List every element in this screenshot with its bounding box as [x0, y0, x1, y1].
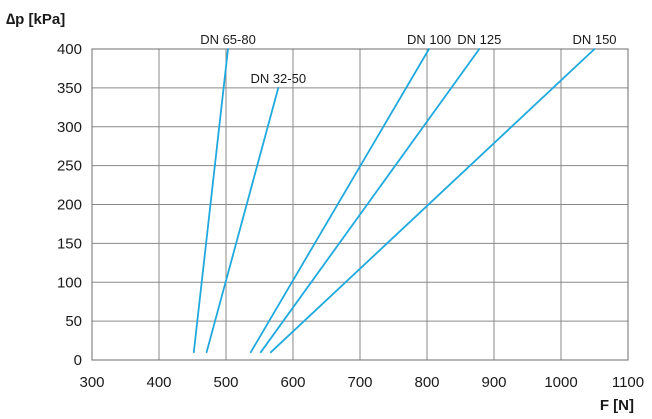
y-tick-label: 100 [57, 274, 82, 291]
series-line [192, 48, 229, 354]
series-line [259, 48, 481, 354]
y-tick-label: 300 [57, 119, 82, 136]
x-tick-label: 1000 [544, 374, 577, 391]
grid [91, 48, 629, 361]
y-tick-label: 150 [57, 235, 82, 252]
x-tick-label: 800 [414, 374, 439, 391]
series-label: DN 150 [572, 32, 616, 47]
series-label: DN 100 [407, 32, 451, 47]
series-line [205, 87, 280, 354]
x-tick-label: 500 [213, 374, 238, 391]
y-axis-ticks: 0 50 100 150 200 250 300 350 400 [57, 41, 82, 369]
y-axis-title: ∆p [kPa] [6, 11, 65, 28]
plot-frame [91, 48, 629, 361]
series-line [269, 48, 596, 354]
x-tick-label: 1100 [612, 374, 644, 391]
series-label: DN 125 [457, 32, 501, 47]
y-tick-label: 400 [57, 41, 82, 58]
x-tick-label: 300 [79, 374, 104, 391]
y-tick-label: 200 [57, 197, 82, 214]
series-labels: DN 65-80 DN 32-50 DN 100 DN 125 DN 150 [200, 32, 616, 86]
y-tick-label: 350 [57, 80, 82, 97]
x-tick-label: 700 [347, 374, 372, 391]
x-tick-label: 600 [280, 374, 305, 391]
x-tick-label: 900 [481, 374, 506, 391]
series-line [249, 48, 430, 354]
series-label: DN 32-50 [250, 71, 306, 86]
series-label: DN 65-80 [200, 32, 256, 47]
y-tick-label: 250 [57, 158, 82, 175]
y-tick-label: 0 [74, 352, 82, 369]
series-lines [192, 48, 596, 354]
x-axis-ticks: 300 400 500 600 700 800 900 1000 1100 [79, 374, 644, 391]
x-axis-title: F [N] [600, 397, 634, 414]
x-tick-label: 400 [146, 374, 171, 391]
y-tick-label: 50 [65, 313, 82, 330]
